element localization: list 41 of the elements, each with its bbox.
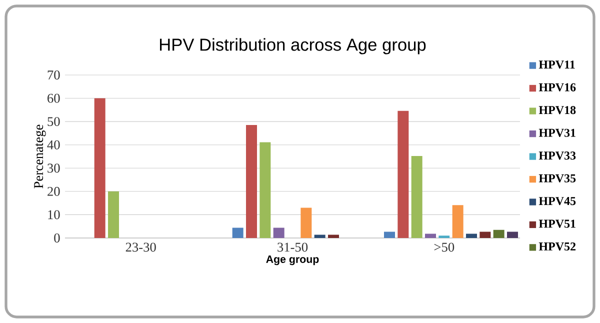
x-tick-label: >50: [434, 242, 454, 252]
bar: [411, 156, 422, 238]
bar: [273, 228, 284, 238]
bar: [108, 191, 120, 238]
bar: [384, 232, 395, 238]
bar: [425, 234, 436, 238]
legend-label: HPV11: [538, 60, 575, 69]
y-tick-label: 60: [48, 94, 60, 103]
bar: [398, 110, 409, 238]
legend-label: HPV35: [538, 174, 576, 182]
y-tick-label: 10: [48, 210, 60, 220]
legend-label: HPV52: [538, 242, 576, 251]
bar: [493, 230, 504, 238]
y-tick-label: 70: [48, 70, 60, 80]
bar: [314, 234, 326, 238]
y-tick-label: 0: [54, 233, 60, 242]
bar: [300, 208, 312, 238]
y-tick-label: 30: [48, 164, 60, 173]
legend-label: HPV33: [538, 152, 576, 160]
legend-label: HPV31: [538, 128, 576, 137]
legend-label: HPV16: [538, 83, 576, 92]
y-tick-label: 50: [48, 117, 60, 126]
chart-title: HPV Distribution across Age group: [160, 38, 426, 54]
bar: [232, 228, 244, 238]
y-axis-title: Percenatege: [34, 124, 46, 188]
bar: [466, 234, 477, 238]
legend-label: HPV45: [538, 197, 576, 206]
x-tick-label: 31-50: [278, 242, 308, 252]
bar: [260, 142, 271, 238]
bar: [94, 98, 106, 238]
bar: [246, 125, 257, 238]
legend-label: HPV51: [538, 220, 576, 228]
bar: [452, 205, 464, 238]
x-tick-label: 23-30: [126, 242, 156, 252]
bar: [506, 232, 518, 238]
bar: [328, 234, 339, 238]
y-tick-label: 40: [47, 140, 60, 150]
x-axis-title: Age group: [266, 256, 319, 266]
legend-label: HPV18: [538, 106, 576, 114]
y-tick-label: 20: [48, 186, 60, 196]
bar: [480, 232, 491, 238]
